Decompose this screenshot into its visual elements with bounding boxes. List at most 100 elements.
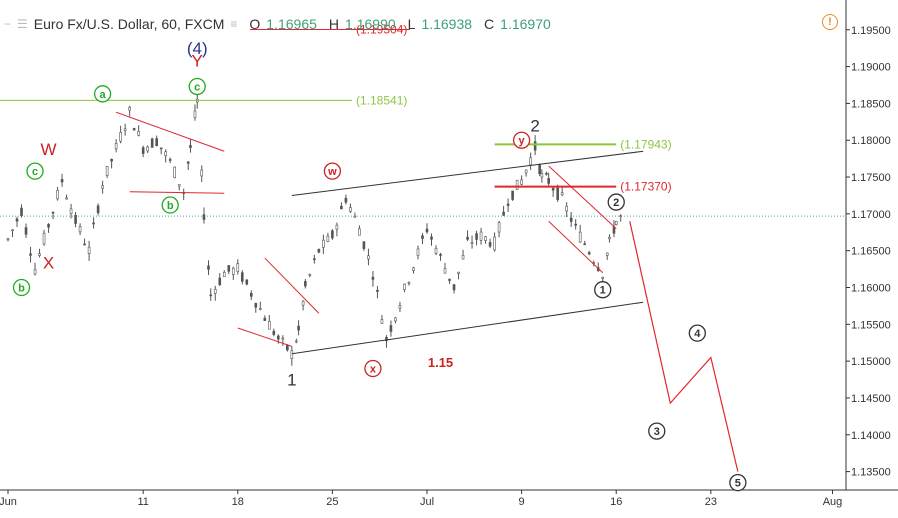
candle-body [38, 253, 41, 256]
candle-body [290, 350, 294, 359]
candle-body [556, 186, 559, 200]
candle-body [326, 235, 330, 242]
candle-body [222, 272, 226, 278]
wave-label: 2 [530, 117, 539, 136]
collapse-icon[interactable]: − [4, 17, 12, 31]
symbol-title[interactable]: Euro Fx/U.S. Dollar, 60, FXCM [33, 16, 225, 32]
wave-label-circle [688, 324, 706, 342]
candle-body [159, 147, 163, 150]
y-tick-label: 1.13500 [851, 467, 891, 479]
candle-body [137, 131, 140, 136]
candle-body [304, 281, 307, 287]
candle-body [430, 236, 433, 240]
wave-label-circle [364, 359, 382, 378]
candle-body [200, 169, 204, 177]
high-value: 1.16990 [345, 16, 396, 32]
chart-legend: − ☰ Euro Fx/U.S. Dollar, 60, FXCM ≡ O 1.… [4, 14, 551, 34]
candle-body [42, 232, 46, 245]
close-value: 1.16970 [500, 16, 551, 32]
level-label: (1.17370) [620, 180, 671, 194]
candle-body [380, 319, 384, 324]
candle-body [150, 138, 154, 148]
candle-body [362, 241, 366, 249]
candle-body [189, 145, 192, 148]
candle-body [574, 223, 577, 226]
candle-body [565, 205, 568, 212]
candle-body [119, 132, 122, 142]
candle-body [608, 237, 611, 240]
wave-label: c [32, 166, 38, 178]
candle-body [538, 164, 541, 174]
x-tick-label: 25 [326, 496, 338, 508]
format-icon[interactable]: ≡ [230, 17, 238, 31]
candle-body [272, 330, 276, 335]
candle-body [231, 267, 235, 275]
x-tick-label: Aug [823, 496, 843, 508]
candle-body [349, 207, 352, 212]
candle-body [83, 243, 86, 246]
level-label: (1.17943) [620, 137, 671, 151]
wave-label-circle [12, 278, 31, 297]
candle-body [412, 267, 415, 271]
x-tick-label: 18 [232, 496, 244, 508]
wave-label: W [41, 140, 57, 159]
candle-body [457, 271, 460, 274]
close-label: C [484, 16, 495, 32]
wedge-line [115, 111, 225, 152]
candle-body [470, 242, 474, 244]
y-tick-label: 1.15000 [851, 356, 891, 368]
candle-body [439, 254, 442, 256]
wedge-line [264, 257, 320, 314]
open-label: O [249, 16, 261, 32]
alert-icon[interactable]: ! [822, 14, 838, 30]
candle-body [407, 282, 411, 284]
candle-body [403, 283, 406, 290]
candle-body [317, 248, 321, 253]
y-tick-label: 1.16000 [851, 283, 891, 295]
candle-body [123, 128, 127, 131]
candle-body [371, 276, 375, 280]
candle-body [141, 147, 145, 154]
level-label: (1.18541) [356, 93, 407, 107]
candle-body [6, 238, 10, 241]
candle-body [295, 340, 298, 343]
candle-body [110, 158, 113, 162]
wave-label-circle [594, 281, 612, 299]
x-tick-label: Jun [0, 496, 17, 508]
y-tick-label: 1.18000 [851, 135, 891, 147]
wave-label-circle [26, 162, 44, 180]
wave-label: 1 [287, 371, 296, 390]
candle-body [313, 258, 316, 261]
candle-body [389, 325, 393, 332]
candle-body [15, 218, 19, 222]
candle-body [605, 252, 609, 256]
candle-body [569, 217, 573, 222]
candle-body [245, 279, 249, 285]
wave-label-circle [161, 196, 179, 214]
candle-body [421, 235, 424, 239]
candle-body [308, 274, 312, 276]
candle-body [301, 300, 305, 306]
candle-body [506, 203, 510, 206]
candle-body [96, 205, 100, 214]
candle-body [520, 179, 523, 185]
candle-body [60, 179, 64, 183]
wave-label-circle [729, 473, 747, 492]
candle-body [33, 269, 37, 275]
candle-body [236, 263, 240, 272]
bars-icon[interactable]: ☰ [17, 17, 28, 31]
y-tick-label: 1.15500 [851, 319, 891, 331]
candle-body [218, 277, 222, 286]
candle-body [560, 192, 564, 196]
candle-body [601, 276, 605, 279]
wave-label: 3 [654, 426, 660, 438]
candle-body [511, 190, 514, 200]
wave-label: 1 [600, 285, 606, 297]
candle-body [398, 305, 402, 309]
candle-body [51, 211, 55, 214]
candle-body [484, 236, 487, 241]
candle-body [376, 289, 379, 292]
candle-body [479, 231, 483, 241]
